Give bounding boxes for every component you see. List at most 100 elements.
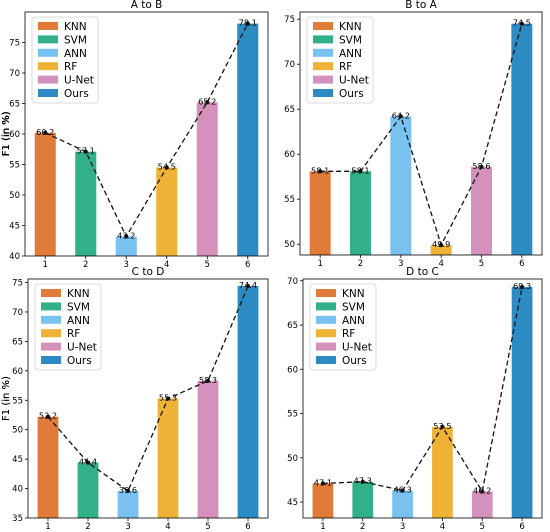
- y-tick-label: 60: [12, 367, 23, 377]
- trend-point: [519, 21, 524, 26]
- x-tick-label: 4: [438, 259, 443, 269]
- x-tick-label: 5: [480, 522, 485, 532]
- trend-point: [440, 424, 445, 429]
- bar-6: [237, 23, 259, 257]
- legend-swatch: [41, 356, 61, 364]
- x-tick-label: 4: [440, 522, 445, 532]
- legend-swatch: [38, 75, 58, 84]
- y-tick-label: 75: [9, 39, 20, 49]
- trend-point: [125, 488, 131, 494]
- data-label: 46.2: [473, 485, 491, 495]
- bar-4: [432, 426, 453, 518]
- legend-swatch: [41, 315, 61, 324]
- bar-6: [237, 286, 259, 518]
- y-tick-label: 60: [284, 150, 295, 160]
- data-label: 64.2: [392, 110, 410, 120]
- data-label: 55.3: [159, 393, 177, 403]
- data-label: 65.2: [198, 96, 216, 106]
- x-tick-label: 2: [358, 259, 363, 269]
- y-tick-label: 40: [9, 252, 20, 262]
- x-tick-label: 3: [398, 259, 403, 269]
- legend-label: KNN: [339, 21, 362, 33]
- x-tick-label: 5: [205, 260, 210, 270]
- legend-label: U-Net: [339, 75, 369, 87]
- y-axis-label: F1 (in %): [1, 111, 12, 156]
- legend-swatch: [313, 89, 333, 97]
- legend-swatch: [38, 35, 58, 44]
- y-tick-label: 55: [9, 161, 20, 171]
- chart-panel-1: A to B F1 (in %) 60.2 57.1 43.2 54.5 65.2 78.1 4…: [1, 0, 269, 270]
- legend-swatch: [316, 289, 336, 297]
- legend-label: Ours: [339, 88, 364, 100]
- chart-panel-3: C to D F1 (in %) 52.2 44.4 39.6 55.3 58.3 74.4 3…: [1, 266, 269, 532]
- trend-point: [124, 234, 129, 239]
- trend-point: [519, 284, 525, 290]
- legend-swatch: [41, 329, 61, 338]
- bar-1: [37, 416, 59, 518]
- data-label: 74.5: [513, 18, 531, 28]
- y-tick-label: 40: [12, 485, 23, 495]
- y-tick-label: 75: [12, 279, 23, 289]
- x-tick-label: 1: [43, 260, 48, 270]
- trend-point: [479, 164, 484, 169]
- legend-swatch: [316, 315, 336, 324]
- plot-frame: [299, 11, 543, 256]
- legend-label: U-Net: [67, 342, 97, 354]
- chart-title: B to A: [405, 0, 437, 11]
- bar-5: [196, 102, 218, 256]
- x-tick-label: 6: [519, 522, 524, 532]
- legend-swatch: [313, 75, 333, 84]
- trend-point: [165, 396, 171, 401]
- legend-label: RF: [64, 61, 77, 73]
- y-tick-label: 55: [12, 396, 23, 406]
- bar-2: [352, 481, 374, 518]
- legend-label: SVM: [342, 301, 365, 313]
- y-tick-label: 70: [12, 308, 23, 318]
- legend-label: ANN: [67, 315, 90, 327]
- data-label: 49.9: [432, 239, 450, 249]
- legend-swatch: [41, 289, 61, 297]
- y-tick-label: 75: [284, 15, 295, 25]
- x-tick-label: 3: [400, 522, 405, 532]
- x-tick-label: 3: [125, 522, 130, 532]
- legend-swatch: [313, 48, 333, 57]
- bar-6: [511, 286, 533, 518]
- chart-title: C to D: [132, 266, 165, 278]
- y-axis-label: F1 (in %): [1, 376, 12, 421]
- chart-title: A to B: [131, 0, 163, 11]
- legend-label: KNN: [67, 288, 90, 300]
- legend-label: KNN: [342, 288, 365, 300]
- data-label: 52.2: [39, 411, 57, 421]
- trend-point: [45, 414, 51, 419]
- data-label: 43.2: [117, 230, 135, 240]
- x-tick-label: 5: [205, 522, 210, 532]
- trend-point: [439, 243, 444, 248]
- trend-point: [245, 21, 250, 26]
- data-label: 69.3: [513, 281, 531, 291]
- bar-3: [117, 490, 139, 518]
- y-tick-label: 50: [9, 191, 20, 201]
- y-tick-label: 55: [287, 410, 298, 420]
- data-label: 44.4: [79, 457, 97, 467]
- bar-1: [34, 132, 56, 256]
- x-tick-label: 2: [83, 260, 88, 270]
- bar-2: [77, 462, 99, 518]
- legend-swatch: [38, 62, 58, 71]
- legend-label: Ours: [67, 355, 92, 367]
- data-label: 78.1: [239, 18, 257, 28]
- y-tick-label: 50: [287, 454, 298, 464]
- plot-frame: [27, 278, 269, 519]
- data-label: 58.1: [311, 165, 329, 175]
- legend-label: ANN: [339, 48, 362, 60]
- legend-label: KNN: [64, 21, 87, 33]
- y-tick-label: 65: [284, 105, 295, 115]
- legend-label: Ours: [342, 355, 367, 367]
- trend-line: [320, 23, 523, 247]
- y-tick-label: 50: [284, 240, 295, 250]
- bar-2: [350, 171, 371, 255]
- trend-point: [164, 165, 169, 170]
- data-label: 39.6: [119, 485, 137, 495]
- chart-title: D to C: [406, 266, 439, 278]
- legend-swatch: [316, 342, 336, 351]
